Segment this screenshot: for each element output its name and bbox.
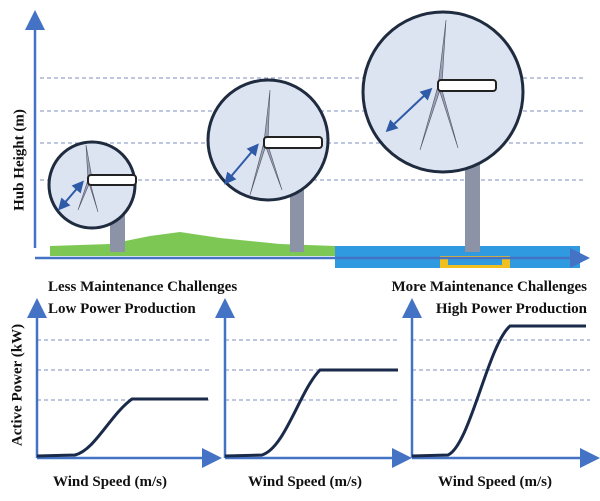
left-line1: Less Maintenance Challenges (48, 279, 237, 295)
right-line2: High Power Production (436, 301, 588, 317)
right-line1: More Maintenance Challenges (391, 279, 587, 295)
hub-height-label: Hub Height (m) (11, 109, 27, 211)
power-curves: Active Power (kW) Wind Speed (m/s) Wind … (9, 298, 600, 490)
turbine-small (58, 144, 137, 213)
wind-speed-label: Wind Speed (m/s) (248, 474, 362, 490)
turbine-medium (224, 89, 323, 196)
turbine-large (385, 19, 497, 151)
left-line2: Low Power Production (48, 301, 196, 317)
wind-speed-label: Wind Speed (m/s) (53, 474, 167, 490)
power-axis-label: Active Power (kW) (9, 324, 25, 446)
hub-panel: Hub Height (m) Less Maintenance Challeng… (11, 10, 590, 317)
wind-speed-label: Wind Speed (m/s) (438, 474, 552, 490)
